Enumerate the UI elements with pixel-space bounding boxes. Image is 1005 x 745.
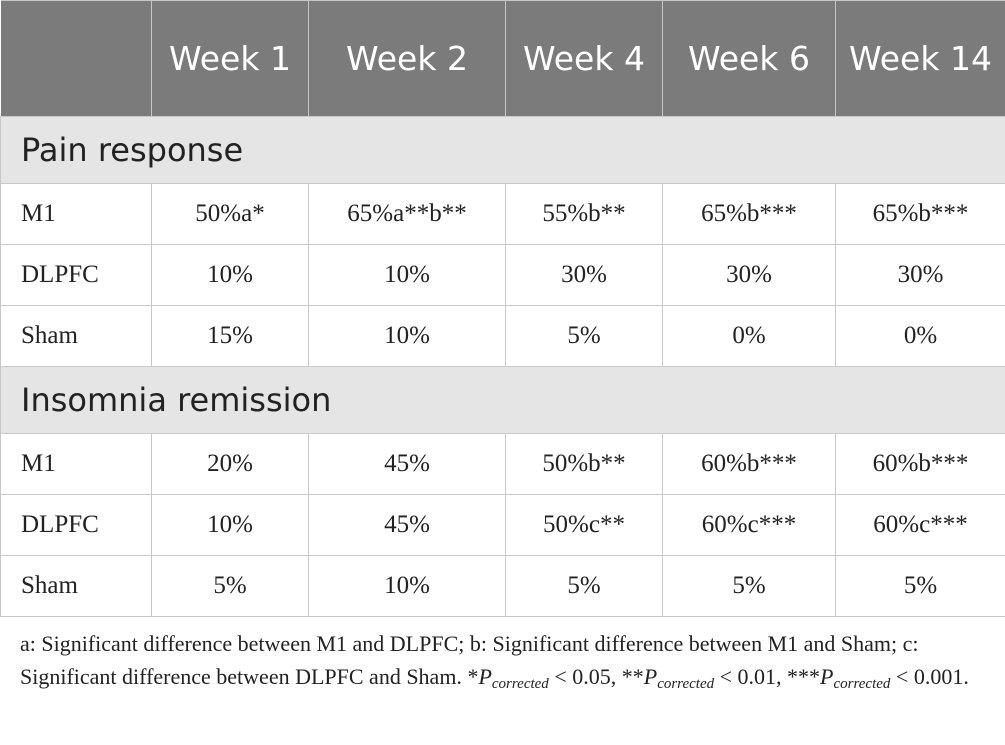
- table-footnote: a: Significant difference between M1 and…: [20, 627, 995, 693]
- section-insomnia-remission: Insomnia remission: [0, 366, 1005, 434]
- header-week-1: Week 1: [151, 0, 309, 117]
- table-cell: 65%a**b**: [308, 183, 506, 245]
- section-title: Insomnia remission: [0, 366, 1005, 434]
- table-row: M1 20% 45% 50%b** 60%b*** 60%b***: [0, 433, 1005, 495]
- table-cell: 30%: [835, 244, 1005, 306]
- table-cell: 60%c***: [662, 494, 836, 556]
- row-label: DLPFC: [0, 494, 152, 556]
- table-cell: 60%c***: [835, 494, 1005, 556]
- p-value-note-2: **Pcorrected < 0.01,: [621, 664, 782, 692]
- table-cell: 50%b**: [505, 433, 663, 495]
- header-cell-empty: [0, 0, 152, 117]
- table-cell: 15%: [151, 305, 309, 367]
- table-cell: 0%: [835, 305, 1005, 367]
- header-week-4: Week 4: [505, 0, 663, 117]
- table-cell: 10%: [308, 305, 506, 367]
- section-title: Pain response: [0, 116, 1005, 184]
- table-cell: 65%b***: [835, 183, 1005, 245]
- table-cell: 5%: [505, 305, 663, 367]
- table-cell: 30%: [662, 244, 836, 306]
- table-cell: 10%: [308, 244, 506, 306]
- table-cell: 45%: [308, 494, 506, 556]
- table-cell: 20%: [151, 433, 309, 495]
- table-row: Sham 15% 10% 5% 0% 0%: [0, 305, 1005, 367]
- table-cell: 45%: [308, 433, 506, 495]
- p-value-note-3: ***Pcorrected < 0.001.: [787, 664, 969, 692]
- table-row: DLPFC 10% 10% 30% 30% 30%: [0, 244, 1005, 306]
- table-cell: 50%a*: [151, 183, 309, 245]
- footnote-legend: a: Significant difference between M1 and…: [20, 631, 919, 689]
- table-cell: 65%b***: [662, 183, 836, 245]
- header-row: Week 1 Week 2 Week 4 Week 6 Week 14: [0, 0, 1005, 117]
- table-cell: 60%b***: [662, 433, 836, 495]
- table-cell: 5%: [835, 555, 1005, 617]
- row-label: DLPFC: [0, 244, 152, 306]
- header-week-6: Week 6: [662, 0, 836, 117]
- table-cell: 50%c**: [505, 494, 663, 556]
- table-cell: 5%: [151, 555, 309, 617]
- table-cell: 30%: [505, 244, 663, 306]
- table-row: DLPFC 10% 45% 50%c** 60%c*** 60%c***: [0, 494, 1005, 556]
- header-week-14: Week 14: [835, 0, 1005, 117]
- table-cell: 10%: [151, 494, 309, 556]
- table-cell: 5%: [662, 555, 836, 617]
- table-cell: 10%: [308, 555, 506, 617]
- row-label: M1: [0, 183, 152, 245]
- table-cell: 0%: [662, 305, 836, 367]
- results-table: Week 1 Week 2 Week 4 Week 6 Week 14 Pain…: [0, 0, 1005, 617]
- row-label: Sham: [0, 305, 152, 367]
- row-label: Sham: [0, 555, 152, 617]
- table-cell: 60%b***: [835, 433, 1005, 495]
- table-cell: 5%: [505, 555, 663, 617]
- header-week-2: Week 2: [308, 0, 506, 117]
- table-row: M1 50%a* 65%a**b** 55%b** 65%b*** 65%b**…: [0, 183, 1005, 245]
- table-cell: 55%b**: [505, 183, 663, 245]
- row-label: M1: [0, 433, 152, 495]
- p-value-note-1: *Pcorrected < 0.05,: [467, 664, 617, 692]
- table-cell: 10%: [151, 244, 309, 306]
- section-pain-response: Pain response: [0, 116, 1005, 184]
- table-row: Sham 5% 10% 5% 5% 5%: [0, 555, 1005, 617]
